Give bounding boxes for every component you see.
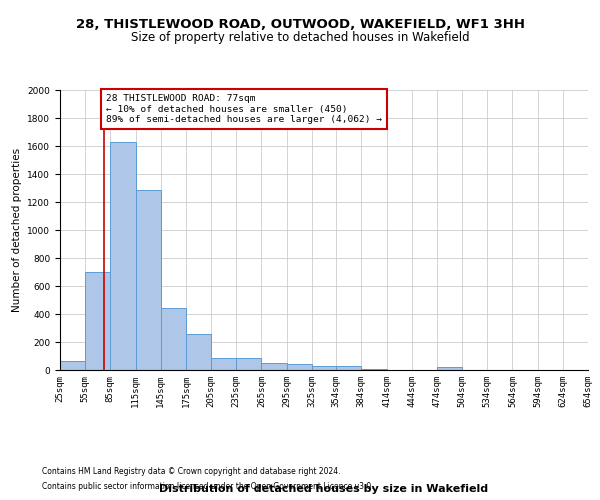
Bar bbox=[60, 361, 85, 370]
Bar bbox=[110, 142, 136, 370]
Bar bbox=[336, 366, 361, 370]
Text: 28, THISTLEWOOD ROAD, OUTWOOD, WAKEFIELD, WF1 3HH: 28, THISTLEWOOD ROAD, OUTWOOD, WAKEFIELD… bbox=[76, 18, 524, 30]
Bar bbox=[136, 190, 161, 370]
Bar bbox=[161, 308, 186, 370]
Text: Contains public sector information licensed under the Open Government Licence v3: Contains public sector information licen… bbox=[42, 482, 374, 491]
Bar bbox=[85, 272, 110, 370]
Bar bbox=[262, 363, 287, 370]
Text: 28 THISTLEWOOD ROAD: 77sqm
← 10% of detached houses are smaller (450)
89% of sem: 28 THISTLEWOOD ROAD: 77sqm ← 10% of deta… bbox=[106, 94, 382, 124]
X-axis label: Distribution of detached houses by size in Wakefield: Distribution of detached houses by size … bbox=[160, 484, 488, 494]
Text: Contains HM Land Registry data © Crown copyright and database right 2024.: Contains HM Land Registry data © Crown c… bbox=[42, 467, 341, 476]
Bar bbox=[211, 358, 236, 370]
Y-axis label: Number of detached properties: Number of detached properties bbox=[12, 148, 22, 312]
Bar bbox=[236, 358, 262, 370]
Text: Size of property relative to detached houses in Wakefield: Size of property relative to detached ho… bbox=[131, 31, 469, 44]
Bar bbox=[186, 334, 211, 370]
Bar bbox=[287, 364, 312, 370]
Bar bbox=[437, 367, 462, 370]
Bar bbox=[312, 366, 337, 370]
Bar bbox=[361, 368, 386, 370]
